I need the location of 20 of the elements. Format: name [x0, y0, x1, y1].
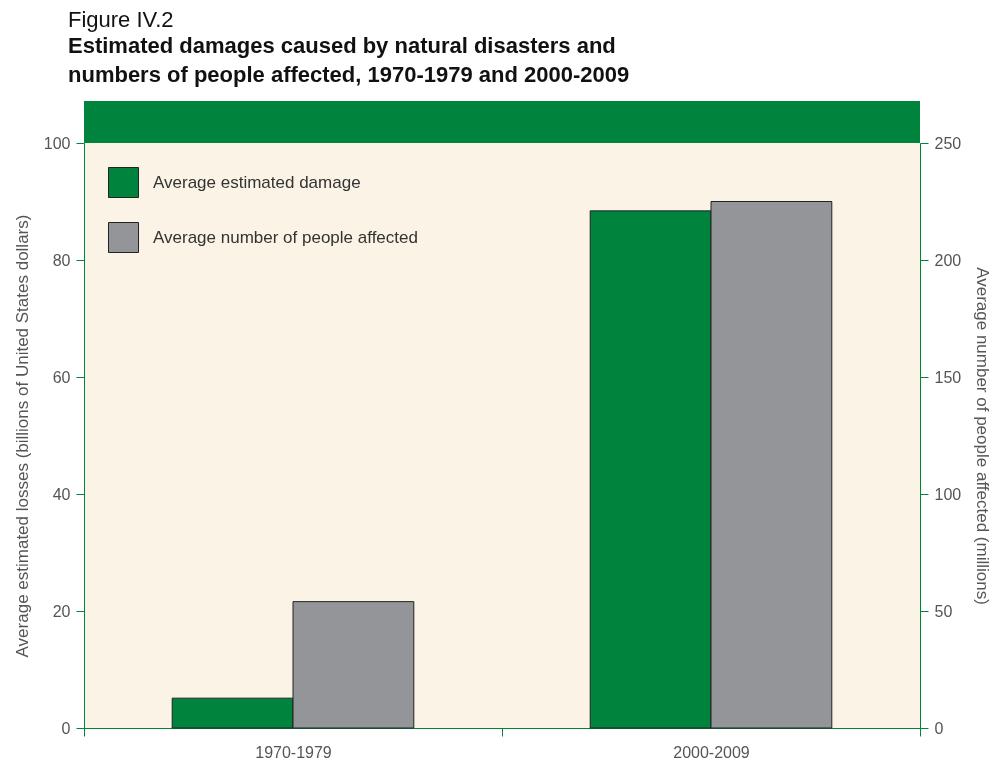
y2-tick-label: 0	[934, 719, 944, 737]
x-tick-label: 2000-2009	[673, 743, 750, 761]
legend-label: Average estimated damage	[153, 172, 361, 192]
y-axis-title: Average estimated losses (billions of United States dollars)	[12, 214, 32, 658]
y2-tick-label: 100	[934, 485, 962, 503]
y-tick-label: 20	[52, 602, 71, 620]
chart-subtitle: Estimated damages caused by natural disasters and numbers of people affected, 1970-1979 and 2000-2009	[68, 33, 630, 87]
y2-tick-label: 250	[934, 134, 962, 152]
y2-axis-title: Average number of people affected (millions)	[973, 267, 993, 605]
y-tick-label: 80	[52, 251, 71, 269]
legend-label: Average number of people affected	[153, 227, 418, 247]
y2-tick-label: 200	[934, 251, 962, 269]
x-tick-label: 1970-1979	[255, 743, 332, 761]
y-tick-label: 60	[52, 368, 71, 386]
y-tick-label: 0	[61, 719, 71, 737]
y-tick-label: 100	[43, 134, 71, 152]
y2-tick-label: 50	[934, 602, 953, 620]
chart-title: Figure IV.2	[68, 7, 174, 32]
y2-tick-label: 150	[934, 368, 962, 386]
y-tick-label: 40	[52, 485, 71, 503]
